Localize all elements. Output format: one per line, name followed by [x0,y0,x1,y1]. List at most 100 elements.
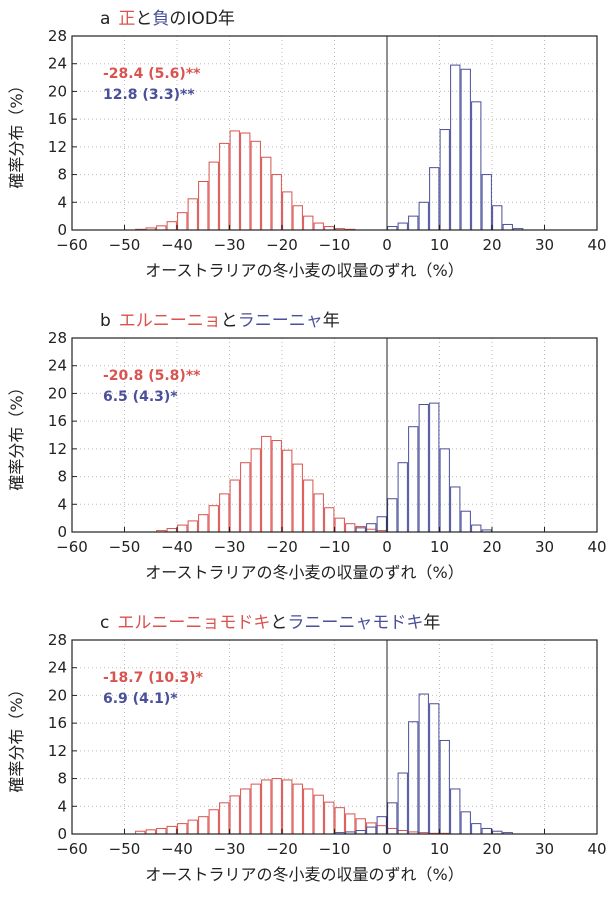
x-tick-label: −10 [319,236,351,254]
x-tick-label: −30 [214,236,246,254]
bar [261,156,272,231]
x-tick-label: −50 [109,840,141,858]
bar [450,788,461,835]
bar [439,448,450,533]
bar [471,524,482,533]
bar [502,223,513,231]
bar [177,212,188,231]
bar [292,205,303,231]
y-tick-label: 28 [48,631,67,649]
x-tick-label: −50 [109,538,141,556]
bar [282,449,293,533]
x-tick-label: 20 [482,236,501,254]
bar [481,174,492,231]
bar [324,507,335,533]
title-part: ラニーニャ [238,311,323,331]
y-axis-label: 確率分布（%） [7,379,26,490]
bar [198,816,209,835]
title-part: 年 [423,613,440,633]
x-tick-label: −40 [161,236,193,254]
bar [450,64,461,231]
title-part: エルニーニョモドキ [117,613,270,633]
bar [166,221,177,231]
bar [261,435,272,533]
bar [229,479,240,533]
panel-letter: c [100,613,109,633]
bar [481,827,492,835]
bar [282,779,293,835]
x-tick-label: 10 [430,236,449,254]
bar [208,809,219,835]
bar [313,493,324,533]
title-part: 年 [323,311,340,331]
bar [439,129,450,231]
bar [198,181,209,231]
x-tick-label: −10 [319,840,351,858]
bar [366,523,377,533]
series-negative [387,64,524,231]
panel-letter: a [100,9,110,29]
bar [387,802,398,835]
x-tick-label: −20 [266,840,298,858]
x-tick-label: 0 [382,840,392,858]
series-positive [156,435,387,533]
bar [471,101,482,231]
bar [429,402,440,533]
y-tick-label: 8 [57,468,67,486]
bar [219,142,230,231]
x-tick-label: −60 [56,236,88,254]
bar [387,827,398,835]
x-tick-label: −20 [266,538,298,556]
panel-b: b エルニーニョとラニーニャ年 −60 −50 −40 −30 −20 −10 0 10 20 30 4… [7,311,607,582]
bar [156,225,167,231]
stat-positive: -18.7 (10.3)* [103,670,204,686]
y-tick-label: 4 [57,797,67,815]
panel-title: a 正と負のIOD年 [100,9,235,29]
bar [187,520,198,533]
bar [418,404,429,533]
bar [324,801,335,835]
title-part: と [221,311,238,331]
series-positive [135,130,356,231]
bar [313,794,324,835]
bar [187,198,198,231]
x-tick-label: 30 [535,236,554,254]
bar [439,739,450,835]
bar [198,514,209,533]
y-tick-label: 16 [48,412,67,430]
title-part: のIOD年 [169,9,235,29]
y-tick-label: 28 [48,329,67,347]
bar [355,818,366,835]
bar [408,215,419,231]
bar [250,783,261,835]
y-tick-label: 12 [48,138,67,156]
bar [366,822,377,835]
bar [292,783,303,835]
x-tick-label: 20 [482,840,501,858]
bar [408,721,419,835]
x-tick-label: 0 [382,236,392,254]
y-tick-label: 16 [48,110,67,128]
bar [292,463,303,533]
bar [303,788,314,835]
y-tick-label: 20 [48,82,67,100]
y-tick-label: 4 [57,495,67,513]
bar [366,826,377,835]
bar [376,825,387,835]
x-tick-label: 20 [482,538,501,556]
x-tick-label: −30 [214,538,246,556]
x-tick-label: 10 [430,538,449,556]
title-part: と [135,9,152,29]
panel-letter: b [100,311,111,331]
bar [271,440,282,533]
bar [250,448,261,533]
bar [418,693,429,835]
bar [282,191,293,231]
bar [460,510,471,533]
series-negative [355,402,492,533]
x-tick-label: −20 [266,236,298,254]
bar [345,813,356,835]
bar [418,201,429,231]
y-tick-label: 12 [48,742,67,760]
y-tick-label: 4 [57,193,67,211]
